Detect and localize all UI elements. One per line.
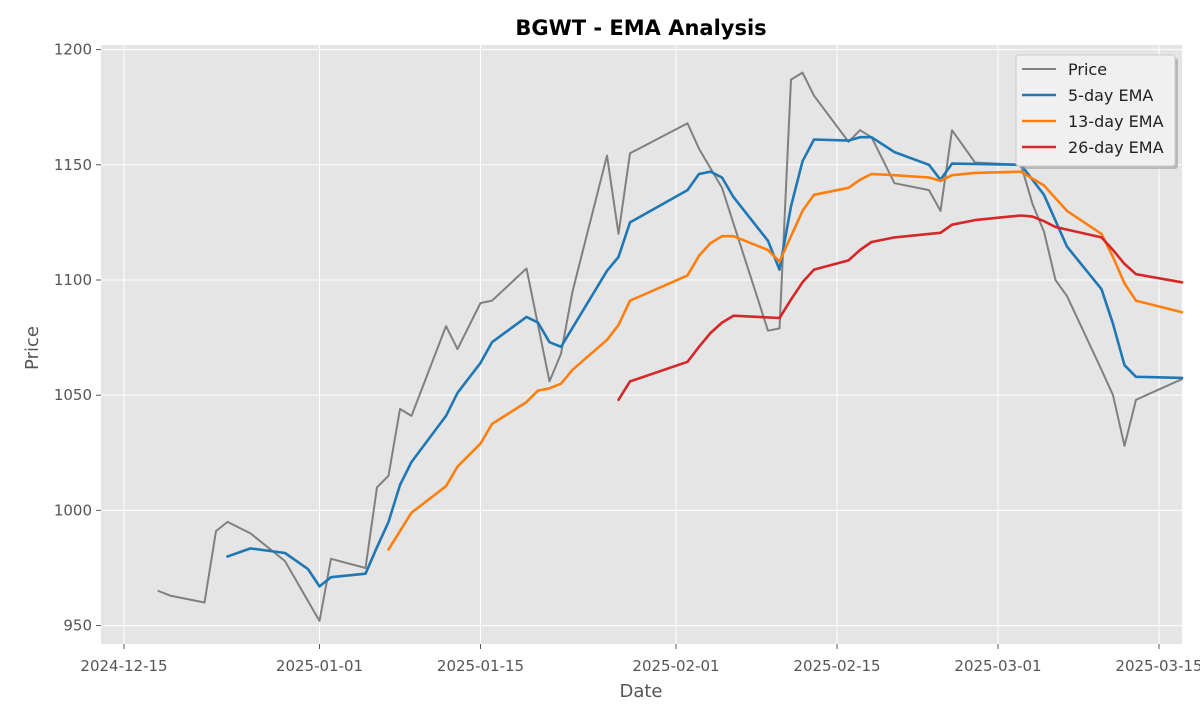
x-tick-label: 2024-12-15: [80, 657, 167, 675]
series-line-13-day-ema: [387, 170, 1184, 551]
legend-label-13-day-ema: 13-day EMA: [1068, 112, 1164, 131]
x-tick-label: 2025-01-01: [276, 657, 363, 675]
x-tick-label: 2025-01-15: [437, 657, 524, 675]
series-line-price: [157, 71, 1183, 622]
legend-label-5-day-ema: 5-day EMA: [1068, 86, 1153, 105]
x-axis-label: Date: [619, 681, 662, 702]
y-tick-label: 1150: [54, 156, 92, 174]
y-tick-label: 1200: [54, 41, 92, 59]
y-tick-label: 950: [63, 617, 92, 635]
x-tick-label: 2025-03-01: [954, 657, 1041, 675]
x-tick-label: 2025-02-15: [793, 657, 880, 675]
y-tick-label: 1100: [54, 271, 92, 289]
y-tick-label: 1050: [54, 386, 92, 404]
plot-area: [101, 45, 1182, 644]
gridlines: [101, 45, 1182, 644]
series-line-26-day-ema: [617, 214, 1184, 402]
x-tick-label: 2025-03-15: [1115, 657, 1200, 675]
x-tick-label: 2025-02-01: [632, 657, 719, 675]
legend-box: [1015, 54, 1176, 167]
y-axis-ticks: 950 1000 1050 1100 1150 1200: [54, 41, 101, 635]
legend-label-26-day-ema: 26-day EMA: [1068, 138, 1164, 157]
legend-label-price: Price: [1068, 60, 1107, 79]
x-axis-ticks: 2024-12-15 2025-01-01 2025-01-15 2025-02-01…: [80, 644, 1200, 675]
chart-title: BGWT - EMA Analysis: [515, 16, 766, 40]
series-line-5-day-ema: [226, 135, 1184, 588]
y-axis-label: Price: [22, 326, 43, 370]
y-tick-label: 1000: [54, 501, 92, 519]
series-lines: [157, 71, 1184, 622]
legend: Price 5-day EMA 13-day EMA 26-day EMA: [1015, 54, 1178, 169]
